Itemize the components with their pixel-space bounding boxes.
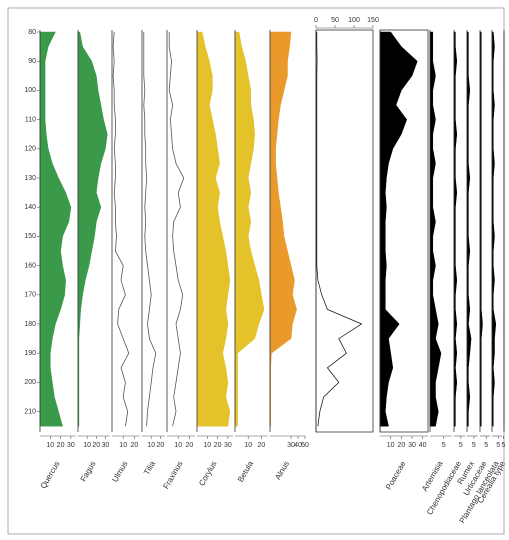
x-tick-label: 20 bbox=[397, 442, 405, 449]
area bbox=[197, 32, 230, 426]
x-tick-label: 50 bbox=[301, 442, 309, 449]
line bbox=[144, 32, 156, 426]
taxon-name: Fagus bbox=[79, 460, 98, 484]
y-tick-label: 200 bbox=[24, 379, 36, 386]
x-tick-label: 20 bbox=[157, 442, 165, 449]
x-tick-label: 40 bbox=[419, 442, 427, 449]
x-tick-label: 20 bbox=[92, 442, 100, 449]
x-tick-label: 10 bbox=[83, 442, 91, 449]
y-tick-label: 190 bbox=[24, 350, 36, 357]
x-tick-label: 5 bbox=[459, 442, 463, 449]
line bbox=[317, 32, 362, 426]
taxon-name: Betula bbox=[236, 459, 255, 484]
line bbox=[169, 32, 184, 426]
x-tick-label: 10 bbox=[46, 442, 54, 449]
area bbox=[78, 32, 107, 426]
x-tick-label: 30 bbox=[102, 442, 110, 449]
area bbox=[430, 32, 441, 426]
y-tick-label: 80 bbox=[28, 29, 36, 36]
area bbox=[467, 32, 471, 426]
y-tick-label: 150 bbox=[24, 233, 36, 240]
x-tick-label: 5 bbox=[501, 442, 505, 449]
x-tick-label: 50 bbox=[331, 17, 339, 24]
taxon-name: Corylus bbox=[197, 460, 218, 488]
x-tick-label: 30 bbox=[67, 442, 75, 449]
area bbox=[380, 32, 417, 426]
x-tick-label: 10 bbox=[203, 442, 211, 449]
x-tick-label: 5 bbox=[442, 442, 446, 449]
y-tick-label: 110 bbox=[25, 116, 36, 123]
x-tick-label: 5 bbox=[496, 442, 500, 449]
y-tick-label: 140 bbox=[24, 204, 36, 211]
line bbox=[113, 32, 129, 426]
taxon-name: Ulmus bbox=[110, 460, 129, 484]
taxon-name: Poaceae bbox=[384, 459, 408, 491]
x-tick-label: 20 bbox=[131, 442, 139, 449]
x-tick-label: 150 bbox=[367, 17, 379, 24]
x-tick-label: 20 bbox=[57, 442, 65, 449]
x-tick-label: 20 bbox=[258, 442, 266, 449]
x-tick-label: 30 bbox=[224, 442, 232, 449]
x-tick-label: 5 bbox=[484, 442, 488, 449]
panel-frame bbox=[316, 30, 373, 432]
area bbox=[235, 32, 264, 426]
y-tick-label: 130 bbox=[24, 175, 36, 182]
x-tick-label: 30 bbox=[408, 442, 416, 449]
taxon-name: Quercus bbox=[39, 460, 62, 491]
y-tick-label: 90 bbox=[28, 58, 36, 65]
x-tick-label: 10 bbox=[147, 442, 155, 449]
x-tick-label: 10 bbox=[174, 442, 182, 449]
x-tick-label: 20 bbox=[186, 442, 194, 449]
area bbox=[40, 32, 71, 426]
x-tick-label: 20 bbox=[214, 442, 222, 449]
x-tick-label: 5 bbox=[472, 442, 476, 449]
y-tick-label: 180 bbox=[24, 321, 36, 328]
area bbox=[454, 32, 457, 426]
x-tick-label: 10 bbox=[119, 442, 127, 449]
y-tick-label: 160 bbox=[24, 262, 36, 269]
y-tick-label: 120 bbox=[24, 146, 36, 153]
x-tick-label: 0 bbox=[314, 17, 318, 24]
y-tick-label: 210 bbox=[24, 408, 36, 415]
taxon-name: Tilia bbox=[142, 459, 157, 476]
taxon-name: Alnus bbox=[273, 460, 291, 482]
area bbox=[492, 32, 496, 426]
area bbox=[270, 32, 297, 426]
taxon-name: Fraxinus bbox=[161, 460, 184, 491]
x-tick-label: 10 bbox=[387, 442, 395, 449]
x-tick-label: 100 bbox=[348, 17, 360, 24]
x-tick-label: 10 bbox=[244, 442, 252, 449]
y-tick-label: 100 bbox=[24, 87, 36, 94]
y-tick-label: 170 bbox=[24, 292, 36, 299]
